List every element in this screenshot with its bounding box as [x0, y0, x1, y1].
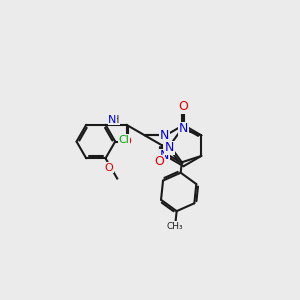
Text: O: O — [122, 136, 131, 148]
Text: CH₃: CH₃ — [167, 222, 183, 231]
Text: N: N — [160, 149, 169, 162]
Text: N: N — [108, 115, 117, 124]
Text: N: N — [178, 122, 188, 136]
Text: Cl: Cl — [118, 135, 129, 145]
Text: O: O — [104, 163, 113, 173]
Text: O: O — [154, 155, 164, 168]
Text: N: N — [165, 142, 174, 154]
Text: O: O — [178, 100, 188, 113]
Text: H: H — [112, 115, 120, 124]
Text: N: N — [160, 129, 169, 142]
